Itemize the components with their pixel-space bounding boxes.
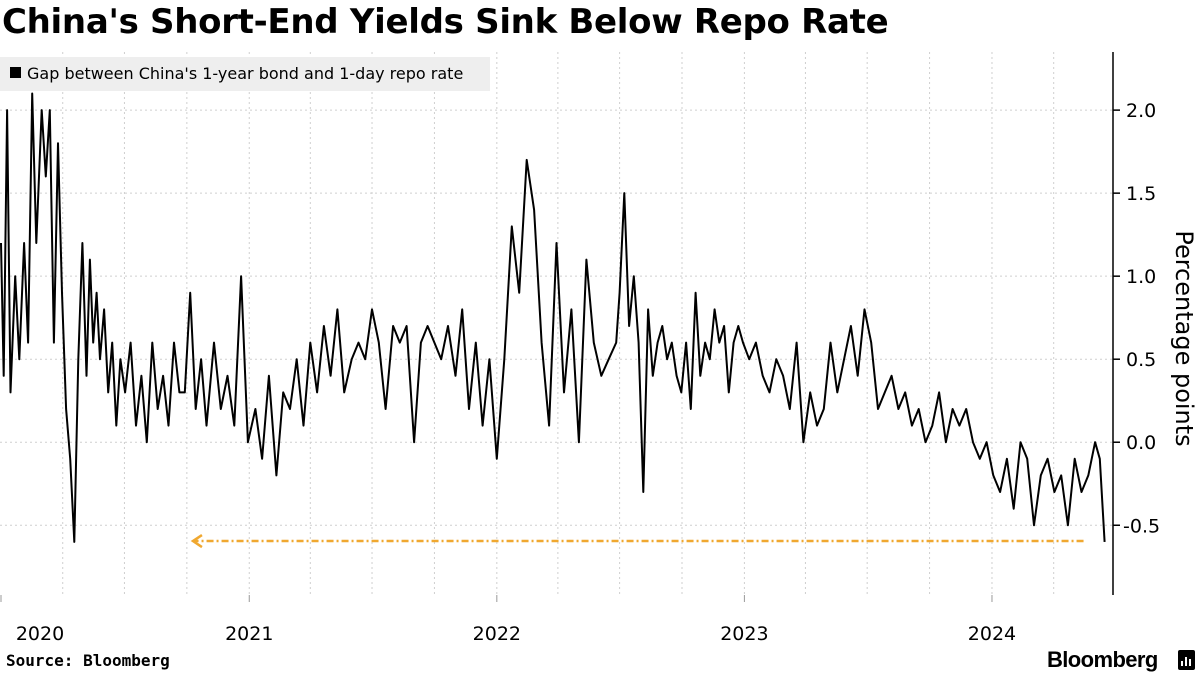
x-tick-label: 2020 <box>16 623 64 645</box>
source-note: Source: Bloomberg <box>6 651 170 670</box>
y-tick-label: 0.0 <box>1126 432 1156 454</box>
x-tick-label: 2021 <box>225 623 273 645</box>
annotation-layer <box>190 533 1084 549</box>
legend-label: Gap between China's 1-year bond and 1-da… <box>27 64 464 83</box>
brand-wordmark: Bloomberg <box>1047 647 1158 672</box>
series-layer <box>0 92 1106 543</box>
series-line-0 <box>0 92 1106 543</box>
y-tick-label: 0.5 <box>1126 349 1156 371</box>
chart-title: China's Short-End Yields Sink Below Repo… <box>2 2 889 42</box>
y-tick-label: -0.5 <box>1123 515 1160 537</box>
x-axis: 2020 2021 2022 2023 2024 <box>0 595 1016 645</box>
x-tick-label: 2024 <box>968 623 1016 645</box>
legend: Gap between China's 1-year bond and 1-da… <box>0 57 490 91</box>
legend-swatch <box>10 67 21 78</box>
annotation-arrowhead <box>190 533 203 549</box>
y-axis-label: Percentage points <box>1170 230 1198 446</box>
x-tick-label: 2023 <box>720 623 768 645</box>
gridlines <box>0 52 1113 595</box>
x-tick-label: 2022 <box>473 623 521 645</box>
bloomberg-logo-icon <box>1178 650 1195 670</box>
y-tick-label: 1.0 <box>1126 266 1156 288</box>
y-tick-label: 1.5 <box>1126 183 1156 205</box>
y-tick-label: 2.0 <box>1126 100 1156 122</box>
y-axis: 2.0 1.5 1.0 0.5 0.0 -0.5 Percentage points <box>1112 52 1198 595</box>
